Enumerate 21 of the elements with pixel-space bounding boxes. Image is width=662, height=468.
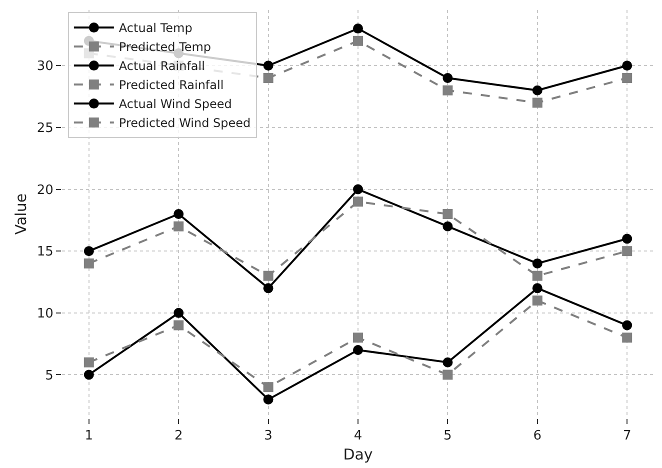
x-tick-label: 6 xyxy=(533,428,542,444)
y-tick-label: 20 xyxy=(36,182,54,198)
x-tick-label: 2 xyxy=(174,428,183,444)
y-tick-label: 10 xyxy=(36,306,54,322)
x-tick-label: 7 xyxy=(622,428,632,444)
x-tick-label: 4 xyxy=(354,428,362,444)
y-tick-label: 30 xyxy=(36,59,54,74)
y-tick-label: 25 xyxy=(36,121,54,136)
x-tick-label: 5 xyxy=(444,428,452,444)
x-tick-label: 1 xyxy=(84,428,94,444)
legend-label: Predicted Rainfall xyxy=(118,78,224,92)
y-axis-title: Value xyxy=(12,193,30,235)
legend-label: Predicted Wind Speed xyxy=(118,116,251,130)
x-axis-title: Day xyxy=(343,446,373,464)
legend-label: Actual Temp xyxy=(118,21,192,36)
legend-label: Actual Rainfall xyxy=(118,59,205,74)
legend-label: Actual Wind Speed xyxy=(118,97,232,112)
y-tick-label: 5 xyxy=(45,368,54,384)
x-tick-label: 3 xyxy=(264,428,272,444)
y-tick-label: 15 xyxy=(36,244,54,260)
legend-label: Predicted Temp xyxy=(118,40,212,54)
